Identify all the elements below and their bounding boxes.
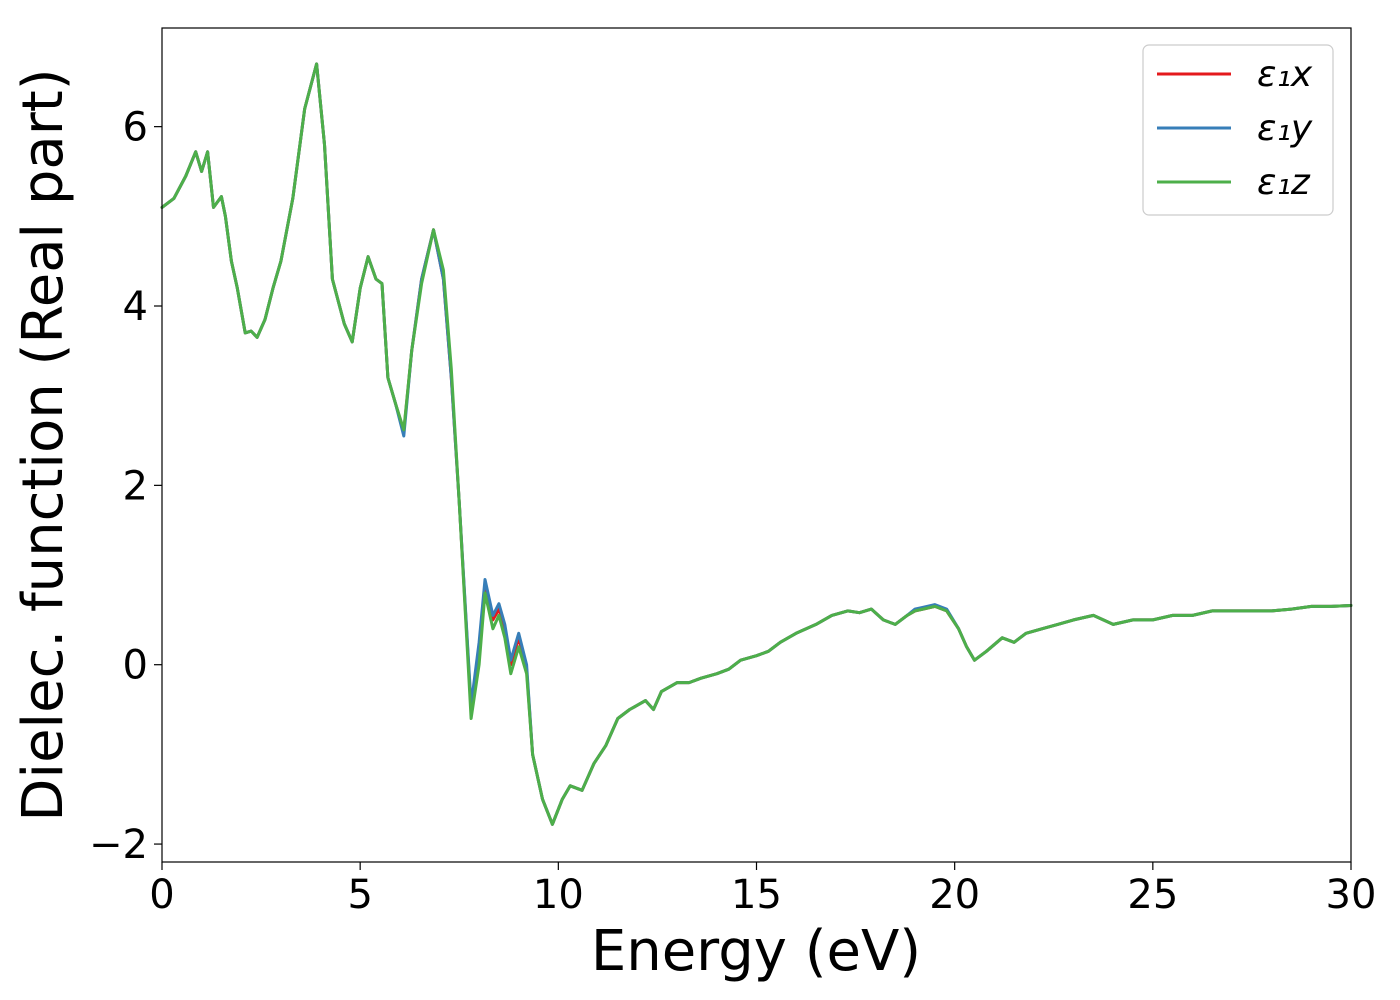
x-tick-label: 0 [149,872,174,918]
x-tick-label: 25 [1127,872,1178,918]
legend-label: ε₁z [1257,162,1311,203]
y-tick-label: −2 [89,822,148,868]
legend-label: ε₁y [1257,108,1313,149]
x-tick-label: 10 [533,872,584,918]
y-tick-label: 2 [123,463,148,509]
series-lines [160,62,1353,826]
x-tick-label: 20 [929,872,980,918]
series-line-2 [160,62,1353,826]
x-axis-label: Energy (eV) [591,919,921,984]
x-axis: 0 5 10 15 20 25 30 [149,862,1376,918]
legend: ε₁x ε₁y ε₁z [1142,44,1334,216]
x-tick-label: 30 [1326,872,1377,918]
y-tick-label: 4 [123,284,148,330]
y-tick-label: 0 [123,643,148,689]
y-tick-label: 6 [123,105,148,151]
y-axis: −2 0 2 4 6 [89,105,162,868]
legend-label: ε₁x [1257,54,1313,95]
y-axis-label: Dielec. function (Real part) [11,68,76,821]
x-tick-label: 15 [731,872,782,918]
legend-box [1142,44,1334,216]
x-tick-label: 5 [347,872,372,918]
